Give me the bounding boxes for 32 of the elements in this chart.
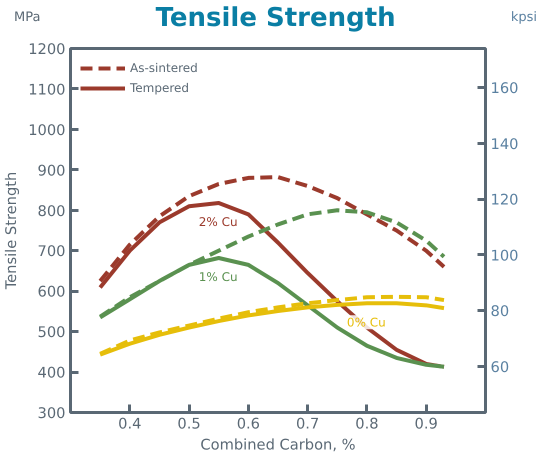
y-tick-label: 600 [38,284,66,301]
annotation: 1% Cu [198,270,238,284]
x-tick-label: 0.5 [177,416,201,432]
annotation: 2% Cu [198,215,238,229]
x-tick-label: 0.8 [355,416,379,432]
y-tick-label: 1000 [28,122,66,139]
y-tick-label: 1100 [28,81,66,98]
y2-tick-label: 120 [490,192,518,209]
text: MPa [14,9,40,28]
y-tick-label: 300 [38,405,66,422]
y2-axis-title: kpsi [510,9,537,28]
chart-title: Tensile Strength [156,2,396,35]
legend-label: As-sintered [130,61,198,75]
y2-tick-label: 80 [490,303,510,320]
annotation: 0% Cu [346,315,386,330]
x-tick-label: 0.6 [236,416,260,432]
y-tick-label: 700 [38,243,66,260]
y-tick-label: 400 [38,364,66,382]
y2-tick-label: 160 [490,80,518,98]
y2-tick-label: 140 [490,136,518,153]
y-tick-label: 500 [38,324,66,342]
y-axis-title: Tensile Strength [3,172,20,290]
y-tick-label: 1200 [28,41,66,58]
x-tick-label: 0.9 [414,416,438,432]
y2-tick-label: 60 [490,358,510,376]
y-tick-label: 900 [38,162,66,180]
legend-label: Tempered [130,81,190,95]
y2-tick-label: 100 [490,247,518,264]
x-axis-title: Combined Carbon, % [200,436,356,454]
x-tick-label: 0.4 [118,416,142,432]
y-tick-label: 800 [38,202,66,220]
x-tick-label: 0.7 [296,416,320,432]
